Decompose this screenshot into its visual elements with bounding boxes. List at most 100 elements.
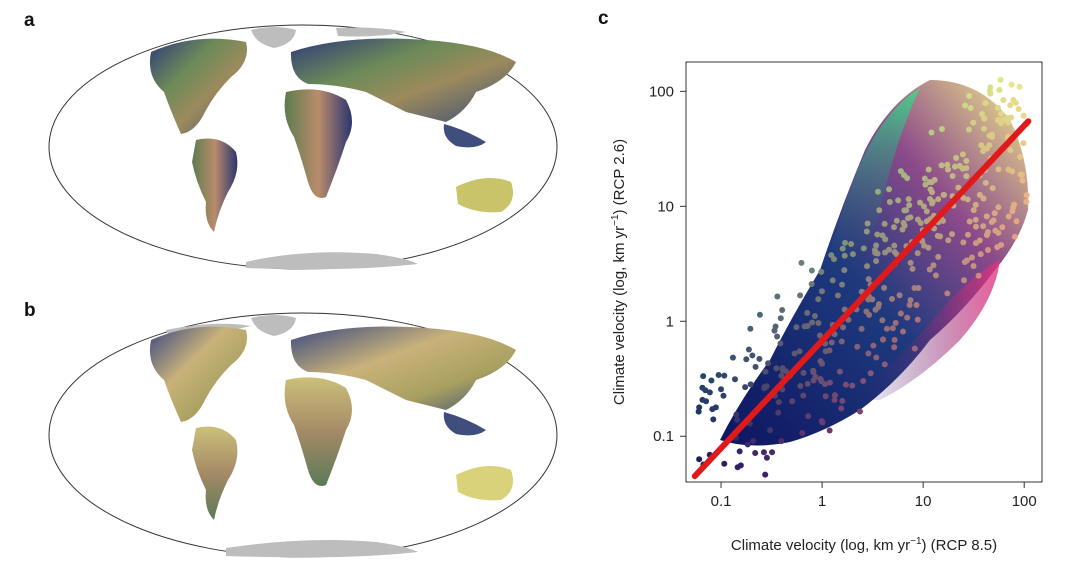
scatter-point — [994, 104, 1001, 111]
scatter-point — [904, 314, 911, 321]
scatter-point — [899, 226, 906, 233]
scatter-point — [978, 142, 985, 149]
scatter-point — [747, 325, 754, 332]
scatter-point — [945, 166, 952, 173]
scatter-point — [721, 460, 728, 467]
scatter-point — [913, 301, 920, 308]
scatter-point — [907, 214, 914, 221]
panel-letter-c: c — [598, 8, 609, 29]
scatter-point — [822, 348, 829, 355]
scatter-point — [935, 196, 942, 203]
scatter-point — [921, 175, 928, 182]
scatter-point — [886, 186, 893, 193]
scatter-point — [762, 368, 769, 375]
scatter-point — [889, 325, 896, 332]
north-america — [149, 38, 247, 134]
scatter-point — [960, 277, 967, 284]
scatter-point — [762, 471, 769, 478]
scatter-point — [1007, 102, 1014, 109]
scatter-point — [801, 323, 808, 330]
scatter-point — [860, 245, 867, 252]
scatter-point — [821, 381, 828, 388]
scatter-point — [775, 409, 782, 416]
scatter-point — [998, 110, 1005, 117]
scatter-point — [905, 196, 912, 203]
scatter-point — [949, 172, 956, 179]
scatter-point — [831, 392, 838, 399]
scatter-point — [911, 285, 918, 292]
scatter-point — [1008, 81, 1015, 88]
scatter-point — [799, 429, 806, 436]
scatter-point — [778, 438, 785, 445]
scatter-point — [891, 242, 898, 249]
africa — [284, 89, 352, 198]
scatter-point — [982, 100, 989, 107]
scatter-point — [763, 454, 770, 461]
africa — [284, 377, 352, 486]
scatter-point — [838, 338, 845, 345]
scatter-point — [826, 379, 833, 386]
scatter-point — [1011, 233, 1018, 240]
scatter-point — [939, 125, 946, 132]
antarctica — [226, 540, 418, 558]
scatter-point — [960, 239, 967, 246]
scatter-point — [743, 356, 750, 363]
scatter-point — [874, 231, 881, 238]
scatter-point — [944, 161, 951, 168]
scatter-point — [863, 228, 870, 235]
scatter-point — [987, 90, 994, 97]
scatter-point — [811, 313, 818, 320]
scatter-point — [1015, 106, 1022, 113]
scatter-point — [997, 76, 1004, 83]
scatter-point — [966, 218, 973, 225]
scatter-point — [996, 86, 1003, 93]
scatter-point — [836, 368, 843, 375]
scatter-point — [841, 252, 848, 259]
scatter-point — [839, 397, 846, 404]
scatter-point — [986, 142, 993, 149]
scatter-point — [914, 316, 921, 323]
south-america — [192, 426, 238, 520]
scatter-point — [970, 263, 977, 270]
scatter-point — [1018, 171, 1025, 178]
scatter-point — [991, 210, 998, 217]
scatter-point — [980, 223, 987, 230]
scatter-point — [865, 350, 872, 357]
scatter-point — [1012, 99, 1019, 106]
scatter-point — [981, 125, 988, 132]
velocity-scatter-plot: 0.1 1 10 100 0.1 1 10 100 Climate velocity (lo… — [610, 61, 1043, 554]
x-tick-label: 10 — [915, 493, 932, 510]
regression-line — [691, 118, 1032, 480]
scatter-point — [893, 217, 900, 224]
scatter-point — [917, 220, 924, 227]
scatter-point — [782, 368, 789, 375]
scatter-point — [800, 369, 807, 376]
scatter-point — [977, 251, 984, 258]
scatter-point — [733, 411, 740, 418]
eurasia — [290, 38, 516, 122]
scatter-point — [829, 277, 836, 284]
scatter-point — [883, 325, 890, 332]
x-axis-label: Climate velocity (log, km yr−1) (RCP 8.5… — [731, 536, 997, 554]
scatter-point — [891, 249, 898, 256]
scatter-point — [828, 339, 835, 346]
x-axis-ticks: 0.1 1 10 100 — [711, 482, 1037, 510]
scatter-point — [839, 245, 846, 252]
scatter-point — [972, 201, 979, 208]
scatter-point — [842, 239, 849, 246]
scatter-point — [992, 227, 999, 234]
greenland — [251, 315, 296, 336]
world-map-rcp26 — [48, 312, 558, 558]
scatter-point — [890, 224, 897, 231]
scatter-point — [1016, 83, 1023, 90]
y-axis-label: Climate velocity (log, km yr−1) (RCP 2.6… — [610, 139, 628, 405]
scatter-point — [732, 376, 739, 383]
scatter-point — [930, 262, 937, 269]
greenland — [251, 27, 296, 48]
scatter-point — [710, 416, 717, 423]
scatter-point — [917, 199, 924, 206]
scatter-point — [752, 363, 759, 370]
cloud-magenta-lobe — [850, 260, 1000, 400]
southeast-asia — [443, 412, 486, 436]
scatter-point — [822, 393, 829, 400]
